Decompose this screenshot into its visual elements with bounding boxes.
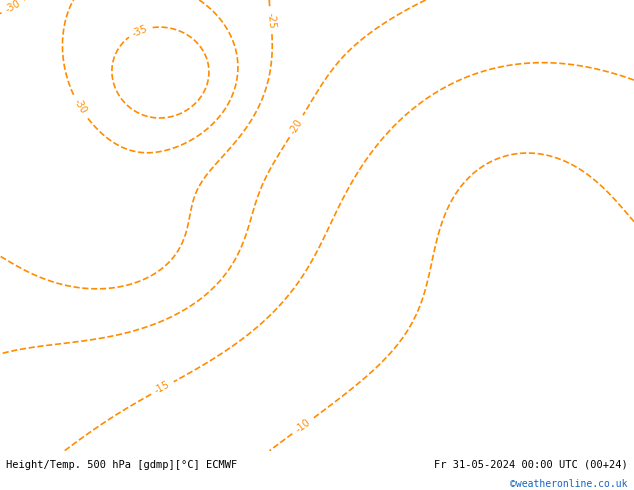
Text: -35: -35 (131, 23, 150, 38)
Text: ©weatheronline.co.uk: ©weatheronline.co.uk (510, 479, 628, 489)
Text: -25: -25 (265, 13, 276, 29)
Text: -15: -15 (153, 380, 172, 396)
Text: -10: -10 (294, 417, 312, 435)
Text: Height/Temp. 500 hPa [gdmp][°C] ECMWF: Height/Temp. 500 hPa [gdmp][°C] ECMWF (6, 460, 238, 469)
Text: -30: -30 (71, 97, 88, 116)
Text: Fr 31-05-2024 00:00 UTC (00+24): Fr 31-05-2024 00:00 UTC (00+24) (434, 460, 628, 469)
Text: -30: -30 (3, 0, 22, 15)
Text: -20: -20 (288, 117, 305, 136)
